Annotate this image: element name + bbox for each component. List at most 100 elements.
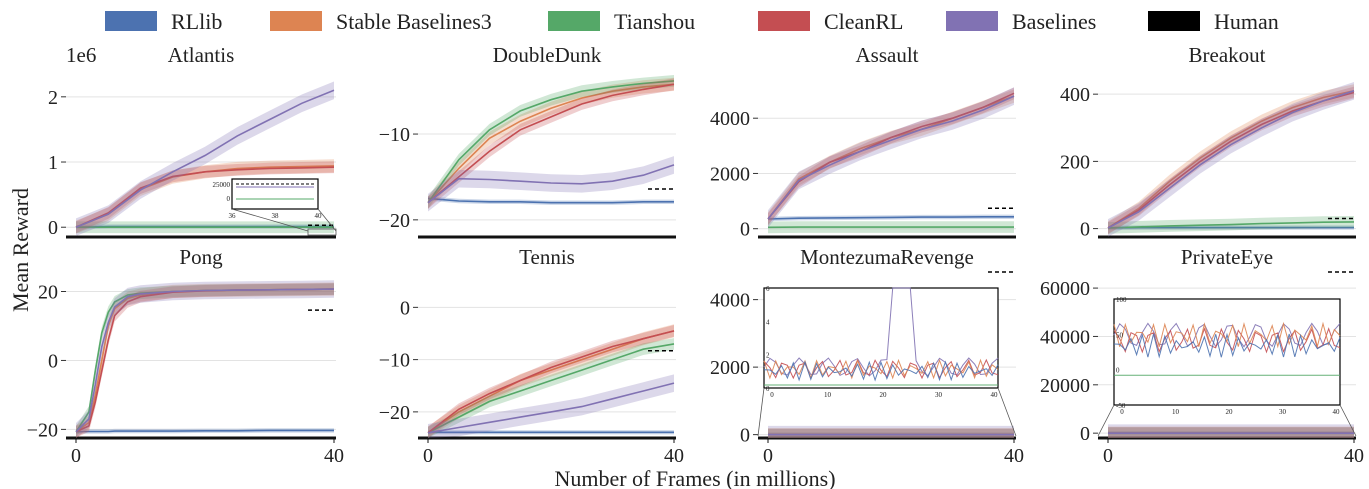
legend-label: Baselines (1012, 9, 1097, 34)
y-tick-label: 20000 (1040, 375, 1090, 397)
inset-connector (997, 387, 1017, 437)
inset-y-tick-label: 0 (227, 195, 231, 203)
inset-x-tick-label: 38 (272, 212, 280, 220)
panel-title: PrivateEye (1181, 245, 1273, 269)
inset-y-tick-label: -50 (1116, 402, 1126, 410)
inset-connector (757, 387, 765, 437)
inset-x-tick-label: 20 (880, 391, 888, 399)
inset-x-tick-label: 30 (935, 391, 943, 399)
panel-pong: 20 0 −20 0 40 Pong (27, 245, 344, 467)
x-tick-label: 40 (664, 445, 684, 467)
inset-connector (1339, 404, 1357, 437)
series-band-stable-baselines3 (1108, 426, 1354, 438)
legend-label: Stable Baselines3 (336, 9, 492, 34)
legend-swatch (946, 11, 998, 31)
x-tick-label: 0 (71, 445, 81, 467)
series-band-stable-baselines3 (768, 89, 1014, 226)
legend-label: RLlib (171, 9, 223, 34)
panel-title: Tennis (519, 245, 575, 269)
panel-doubledunk: −10 −20 DoubleDunk (379, 43, 676, 239)
series-line-rllib (75, 429, 334, 433)
inset-series-line (1113, 332, 1341, 359)
series-band-stable-baselines3 (428, 77, 674, 210)
panel-montezumarevenge: 0 2000 4000 0 40 MontezumaRevenge 0 2 4 6 0 10 20 30 4… (710, 245, 1024, 467)
legend-label: Tianshou (614, 9, 696, 34)
panel-title: Atlantis (168, 43, 235, 67)
y-tick-label: 2000 (710, 163, 750, 185)
series-line-cleanrl (427, 330, 675, 434)
y-tick-label: 0 (740, 219, 750, 241)
panel-title: Pong (179, 245, 223, 269)
y-tick-label: −20 (27, 419, 58, 441)
series-band-baselines (1108, 82, 1354, 237)
legend-swatch (270, 11, 322, 31)
panel-title: DoubleDunk (493, 43, 602, 67)
scale-note: 1e6 (66, 43, 96, 67)
panel-title: Breakout (1189, 43, 1266, 67)
legend-swatch (548, 11, 600, 31)
series-line-stable-baselines3 (1107, 90, 1355, 229)
panel-atlantis: 0 1 2 Atlantis 1e6 0 25000 36 38 40 (48, 43, 337, 239)
series-line-stable-baselines3 (427, 83, 675, 204)
x-tick-label: 0 (1103, 445, 1113, 467)
series-line-baselines (767, 95, 1015, 220)
series-line-rllib (427, 197, 674, 204)
x-axis-label: Number of Frames (in millions) (554, 466, 835, 489)
inset-connector (1097, 404, 1115, 437)
y-tick-label: 2 (48, 87, 58, 109)
series-line-baselines (427, 164, 675, 204)
inset-x-tick-label: 10 (824, 391, 832, 399)
series-line-stable-baselines3 (427, 330, 675, 434)
inset: 0 25000 36 38 40 (213, 178, 337, 236)
inset-series-line (763, 360, 999, 382)
y-tick-label: 40000 (1040, 326, 1090, 348)
inset-x-tick-label: 10 (1172, 408, 1180, 416)
x-tick-label: 0 (423, 445, 433, 467)
y-tick-label: 400 (1060, 84, 1090, 106)
inset-series-line (1113, 321, 1341, 349)
inset: 0 2 4 6 0 10 20 30 40 (757, 285, 1017, 437)
series-band-baselines (1108, 424, 1354, 438)
series-line-tianshou (1107, 221, 1355, 229)
y-tick-label: −20 (379, 210, 410, 232)
legend-swatch (105, 11, 157, 31)
series-band-baselines (76, 81, 334, 236)
inset-connector (231, 208, 309, 232)
inset-y-tick-label: 0 (766, 385, 770, 393)
y-tick-label: 0 (1080, 219, 1090, 241)
x-tick-label: 0 (763, 445, 773, 467)
legend-label: CleanRL (824, 9, 904, 34)
inset-y-tick-label: 25000 (213, 181, 231, 189)
y-tick-label: 0 (400, 297, 410, 319)
series-line-baselines (75, 288, 335, 433)
inset-y-tick-label: 2 (766, 352, 770, 360)
y-tick-label: 200 (1060, 151, 1090, 173)
inset-x-tick-label: 40 (1333, 408, 1341, 416)
series-band-stable-baselines3 (768, 428, 1014, 438)
x-tick-label: 40 (1004, 445, 1024, 467)
series-band-baselines (76, 280, 334, 438)
panel-tennis: 0 −10 −20 0 40 Tennis (379, 245, 684, 467)
inset-y-tick-label: 50 (1116, 331, 1124, 339)
panel-title: Assault (856, 43, 919, 67)
series-band-cleanrl (1108, 86, 1354, 234)
inset-frame (1113, 298, 1341, 406)
y-tick-label: 1 (48, 152, 58, 174)
x-tick-label: 40 (324, 445, 344, 467)
series-band-cleanrl (768, 428, 1014, 438)
legend: RLlib Stable Baselines3 Tianshou CleanRL Bas… (0, 4, 1369, 38)
inset-x-tick-label: 0 (1120, 408, 1124, 416)
series-line-tianshou (427, 343, 675, 434)
inset-zoom-box (307, 228, 337, 236)
y-tick-label: 4000 (710, 108, 750, 130)
series-line-cleanrl (427, 83, 675, 204)
y-tick-label: −10 (379, 124, 410, 146)
y-tick-label: −20 (379, 402, 410, 424)
inset-x-tick-label: 20 (1226, 408, 1234, 416)
series-band-baselines (768, 425, 1014, 438)
y-tick-label: 0 (48, 350, 58, 372)
panel-breakout: 0 200 400 Breakout (1060, 43, 1356, 241)
